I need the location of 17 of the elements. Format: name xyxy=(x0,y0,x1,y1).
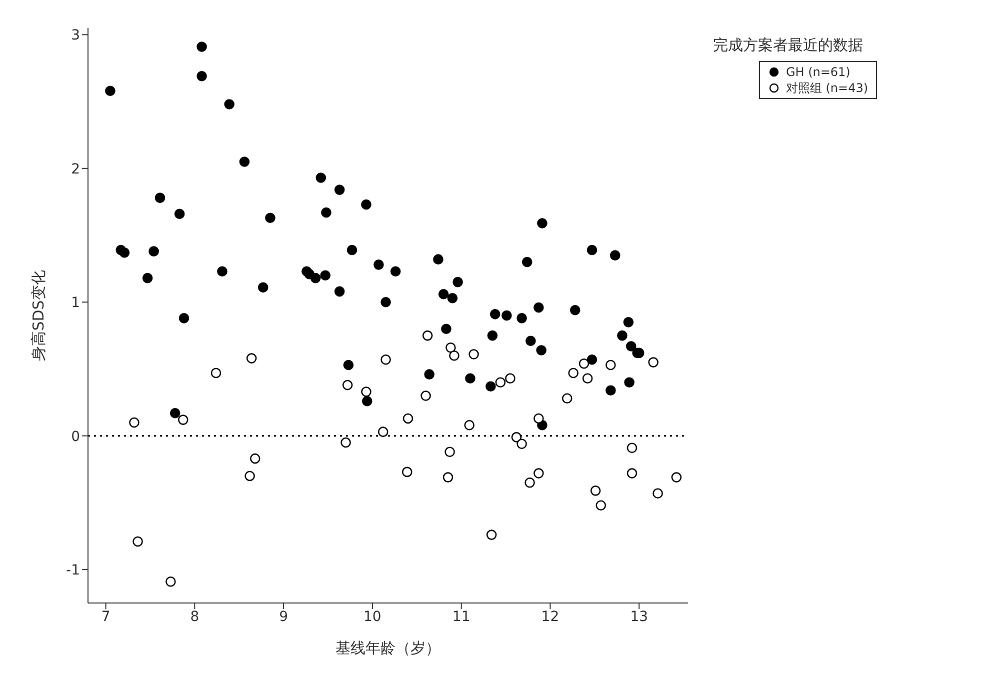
x-tick-label: 7 xyxy=(101,608,110,625)
x-axis-title: 基线年龄（岁） xyxy=(336,639,440,657)
y-tick-label: 0 xyxy=(71,428,80,445)
legend-label: GH (n=61) xyxy=(784,64,852,80)
x-tick-label: 12 xyxy=(541,608,560,625)
x-tick-label: 9 xyxy=(279,608,288,625)
y-tick-label: -1 xyxy=(66,562,80,579)
x-tick-label: 11 xyxy=(452,608,470,625)
x-tick-label: 8 xyxy=(190,608,200,625)
legend-label: 对照组 (n=43) xyxy=(784,80,868,96)
x-tick-label: 10 xyxy=(364,608,382,625)
x-tick-label: 13 xyxy=(630,608,648,625)
legend-title: 完成方案者最近的数据 xyxy=(712,36,864,55)
y-axis-title: 身高SDS变化 xyxy=(29,270,48,361)
y-tick-label: 1 xyxy=(71,295,80,312)
y-tick-label: 2 xyxy=(71,161,80,178)
y-tick-label: 3 xyxy=(71,28,80,44)
